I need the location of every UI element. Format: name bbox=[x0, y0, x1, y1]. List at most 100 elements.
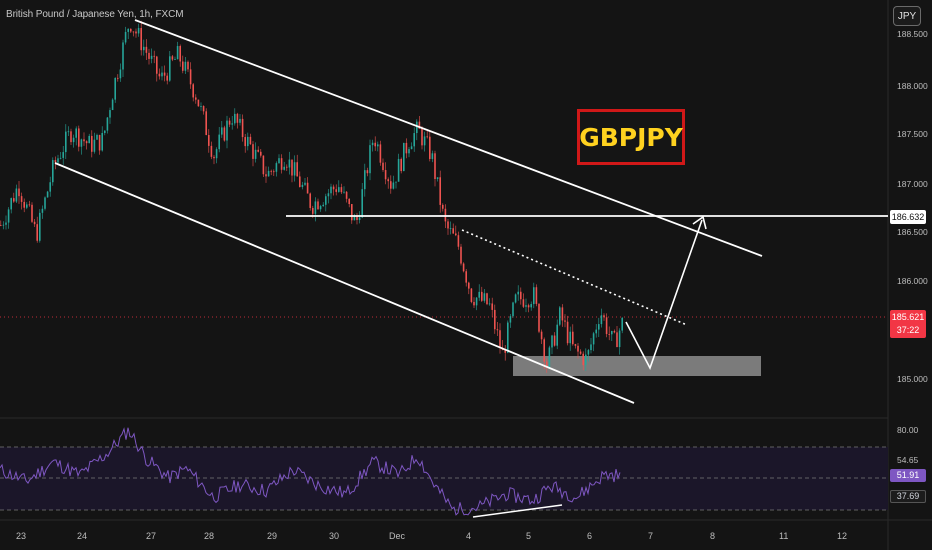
candle-body bbox=[335, 189, 337, 192]
candle-body bbox=[7, 209, 10, 223]
candle-body bbox=[288, 159, 291, 168]
candle-body bbox=[494, 309, 496, 330]
candle-body bbox=[325, 196, 327, 205]
candle-body bbox=[447, 221, 449, 229]
candle-body bbox=[26, 204, 28, 208]
candle-body bbox=[57, 158, 59, 163]
candle-body bbox=[184, 61, 187, 71]
candle-body bbox=[163, 72, 166, 76]
candle-body bbox=[18, 188, 20, 197]
price-tick: 188.500 bbox=[897, 29, 928, 39]
candle-body bbox=[75, 128, 77, 138]
price-tick: 186.000 bbox=[897, 276, 928, 286]
candle-body bbox=[143, 46, 145, 51]
candle-body bbox=[452, 228, 454, 234]
candle-body bbox=[132, 31, 135, 33]
candle-body bbox=[210, 145, 213, 157]
candle-body bbox=[106, 117, 109, 131]
candle-body bbox=[124, 31, 127, 43]
candle-body bbox=[525, 305, 527, 307]
candle-body bbox=[582, 353, 584, 366]
candle-body bbox=[327, 193, 330, 197]
candle-body bbox=[621, 317, 623, 331]
candle-body bbox=[475, 297, 478, 306]
candle-body bbox=[189, 69, 192, 85]
candle-body bbox=[348, 198, 350, 205]
candle-body bbox=[366, 170, 369, 174]
candle-body bbox=[340, 187, 343, 193]
candle-body bbox=[314, 201, 317, 214]
dotted-trendline[interactable] bbox=[461, 229, 688, 326]
candle-body bbox=[293, 162, 296, 176]
time-tick: 8 bbox=[710, 531, 716, 541]
candle-body bbox=[33, 221, 36, 225]
candle-body bbox=[275, 163, 278, 172]
candle-body bbox=[140, 28, 142, 51]
candle-body bbox=[70, 131, 72, 143]
candle-body bbox=[379, 144, 382, 163]
candle-body bbox=[405, 142, 408, 154]
candle-body bbox=[551, 335, 553, 348]
candle-body bbox=[522, 299, 525, 307]
channel-lower-trendline[interactable] bbox=[54, 162, 635, 404]
candlestick-series bbox=[0, 20, 623, 373]
rsi-lower-tag: 37.69 bbox=[890, 490, 926, 503]
projection-path[interactable] bbox=[625, 219, 703, 371]
time-tick: 28 bbox=[204, 531, 215, 541]
projection-arrow-head bbox=[692, 215, 707, 230]
candle-body bbox=[533, 287, 535, 305]
candle-body bbox=[546, 361, 548, 368]
price-tick: 187.500 bbox=[897, 129, 928, 139]
candle-body bbox=[460, 246, 462, 264]
currency-button[interactable]: JPY bbox=[893, 6, 921, 26]
candle-body bbox=[179, 46, 181, 62]
candle-body bbox=[286, 166, 288, 168]
candle-body bbox=[62, 152, 64, 158]
time-tick: 4 bbox=[466, 531, 472, 541]
candle-body bbox=[470, 288, 473, 302]
candle-body bbox=[369, 145, 371, 174]
candle-body bbox=[423, 136, 426, 146]
candle-body bbox=[280, 158, 283, 170]
candle-body bbox=[91, 135, 93, 152]
candle-body bbox=[353, 216, 356, 221]
candle-body bbox=[481, 291, 483, 301]
candle-body bbox=[267, 170, 270, 177]
rsi-band bbox=[0, 447, 888, 510]
rsi-divergence-line[interactable] bbox=[472, 504, 563, 518]
candle-body bbox=[553, 335, 556, 346]
rsi-value-tag: 51.91 bbox=[890, 469, 926, 482]
candle-body bbox=[579, 351, 582, 354]
candle-body bbox=[577, 345, 579, 352]
candle-body bbox=[262, 155, 265, 175]
candle-body bbox=[20, 196, 23, 202]
time-tick: 24 bbox=[77, 531, 88, 541]
rsi-tick: 80.00 bbox=[897, 425, 919, 435]
candle-body bbox=[587, 350, 590, 355]
candle-body bbox=[174, 59, 176, 60]
candle-countdown: 37:22 bbox=[896, 325, 920, 335]
candle-body bbox=[332, 186, 335, 190]
candle-body bbox=[431, 153, 434, 159]
candle-body bbox=[78, 128, 80, 147]
candle-body bbox=[403, 142, 405, 172]
candle-body bbox=[611, 330, 613, 335]
candle-body bbox=[208, 135, 210, 146]
candle-body bbox=[226, 120, 228, 141]
candle-body bbox=[254, 149, 257, 159]
candle-body bbox=[231, 123, 233, 125]
candle-body bbox=[400, 158, 402, 172]
candle-body bbox=[507, 322, 509, 353]
support-zone[interactable] bbox=[513, 356, 761, 376]
candle-body bbox=[104, 130, 106, 133]
candle-body bbox=[122, 42, 124, 70]
candle-body bbox=[618, 330, 621, 348]
candle-body bbox=[306, 182, 309, 194]
candle-body bbox=[491, 303, 493, 310]
candle-body bbox=[145, 46, 148, 53]
candle-body bbox=[195, 97, 197, 100]
candle-body bbox=[590, 344, 592, 351]
candle-body bbox=[384, 170, 387, 180]
candle-body bbox=[574, 344, 577, 346]
